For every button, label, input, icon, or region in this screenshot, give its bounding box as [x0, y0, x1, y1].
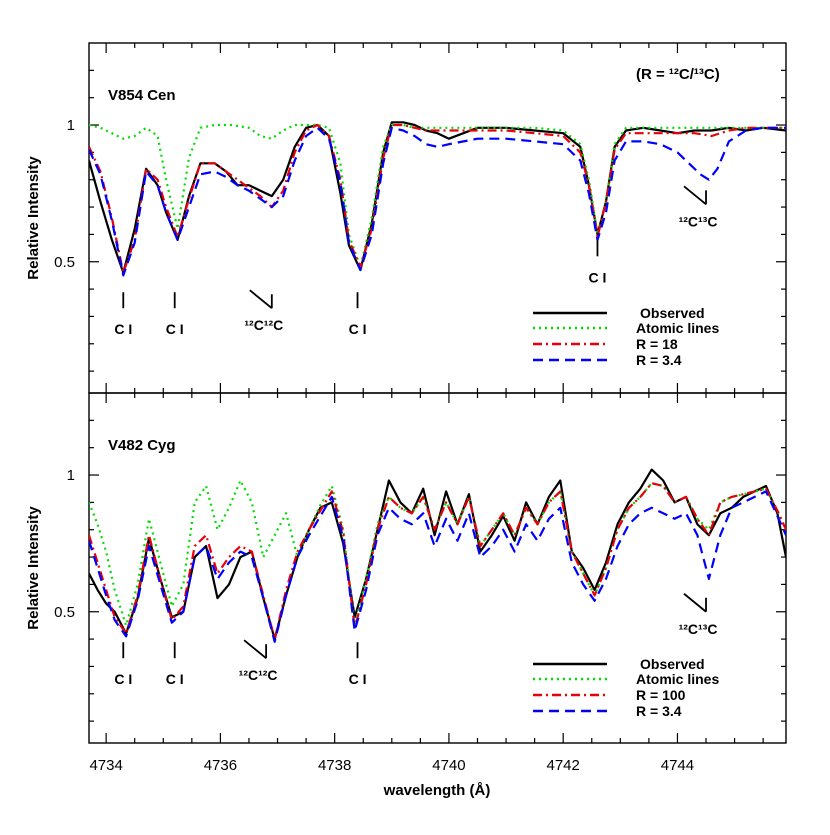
x-tick-label: 4742	[547, 757, 580, 774]
x-tick-label: 4734	[89, 757, 122, 774]
top-legend-label-r18: R = 18	[636, 336, 678, 352]
annotation-label: C I	[166, 671, 184, 687]
y-tick-label: 0.5	[54, 604, 75, 621]
top-legend-label-r34: R = 3.4	[636, 352, 682, 368]
bottom-panel-y-axis-label: Relative Intensity	[25, 506, 42, 630]
bottom-panel-star-name: V482 Cyg	[108, 437, 176, 454]
annotation-label: ¹²C¹²C	[239, 667, 278, 683]
bottom-panel-legend: Observed Atomic lines R = 100 R = 3.4	[533, 656, 719, 719]
x-tick-label: 4736	[204, 757, 237, 774]
panel-0-series-atomic-lines	[89, 123, 786, 269]
y-tick-label: 0.5	[54, 254, 75, 271]
x-tick-label: 4738	[318, 757, 351, 774]
annotation-label: C I	[349, 321, 367, 337]
top-panel-ratio-note: (R = ¹²C/¹³C)	[636, 66, 720, 83]
annotation-marker	[683, 593, 707, 613]
panel-0-series-r-3-4	[89, 126, 786, 277]
panel-1-series-group	[89, 468, 786, 643]
panel-1-series-r-100	[89, 482, 786, 641]
top-panel-legend: Observed Atomic lines R = 18 R = 3.4	[533, 305, 719, 368]
bottom-panel-frame	[88, 392, 787, 744]
panel-1-series-r-3-4	[89, 490, 786, 643]
annotation-label: C I	[349, 671, 367, 687]
bottom-legend-label-atomic: Atomic lines	[636, 671, 719, 687]
y-tick-label: 1	[67, 467, 75, 484]
panel-0-series-observed	[89, 121, 786, 274]
panel-0-series-group	[89, 121, 786, 277]
x-tick-label: 4744	[661, 757, 694, 774]
annotation-label: ¹²C¹³C	[679, 621, 718, 637]
bottom-legend-label-observed: Observed	[640, 656, 705, 672]
annotation-marker	[249, 289, 273, 309]
annotation-label: C I	[166, 321, 184, 337]
top-legend-label-observed: Observed	[640, 305, 705, 321]
y-tick-label: 1	[67, 117, 75, 134]
annotation-marker	[243, 639, 267, 659]
panel-0-series-r-18	[89, 123, 786, 274]
bottom-legend-label-r34: R = 3.4	[636, 703, 682, 719]
annotation-label: C I	[114, 671, 132, 687]
annotation-label: ¹²C¹³C	[679, 213, 718, 229]
top-panel-y-axis-label: Relative Intensity	[25, 156, 42, 280]
x-axis-label: wavelength (Å)	[383, 782, 491, 799]
annotation-marker	[683, 185, 707, 206]
annotation-label: ¹²C¹²C	[244, 317, 283, 333]
annotation-label: C I	[114, 321, 132, 337]
x-tick-label: 4740	[432, 757, 465, 774]
top-panel-star-name: V854 Cen	[108, 87, 176, 104]
bottom-legend-label-r100: R = 100	[636, 687, 686, 703]
top-legend-label-atomic: Atomic lines	[636, 320, 719, 336]
annotation-label: C I	[589, 269, 607, 285]
